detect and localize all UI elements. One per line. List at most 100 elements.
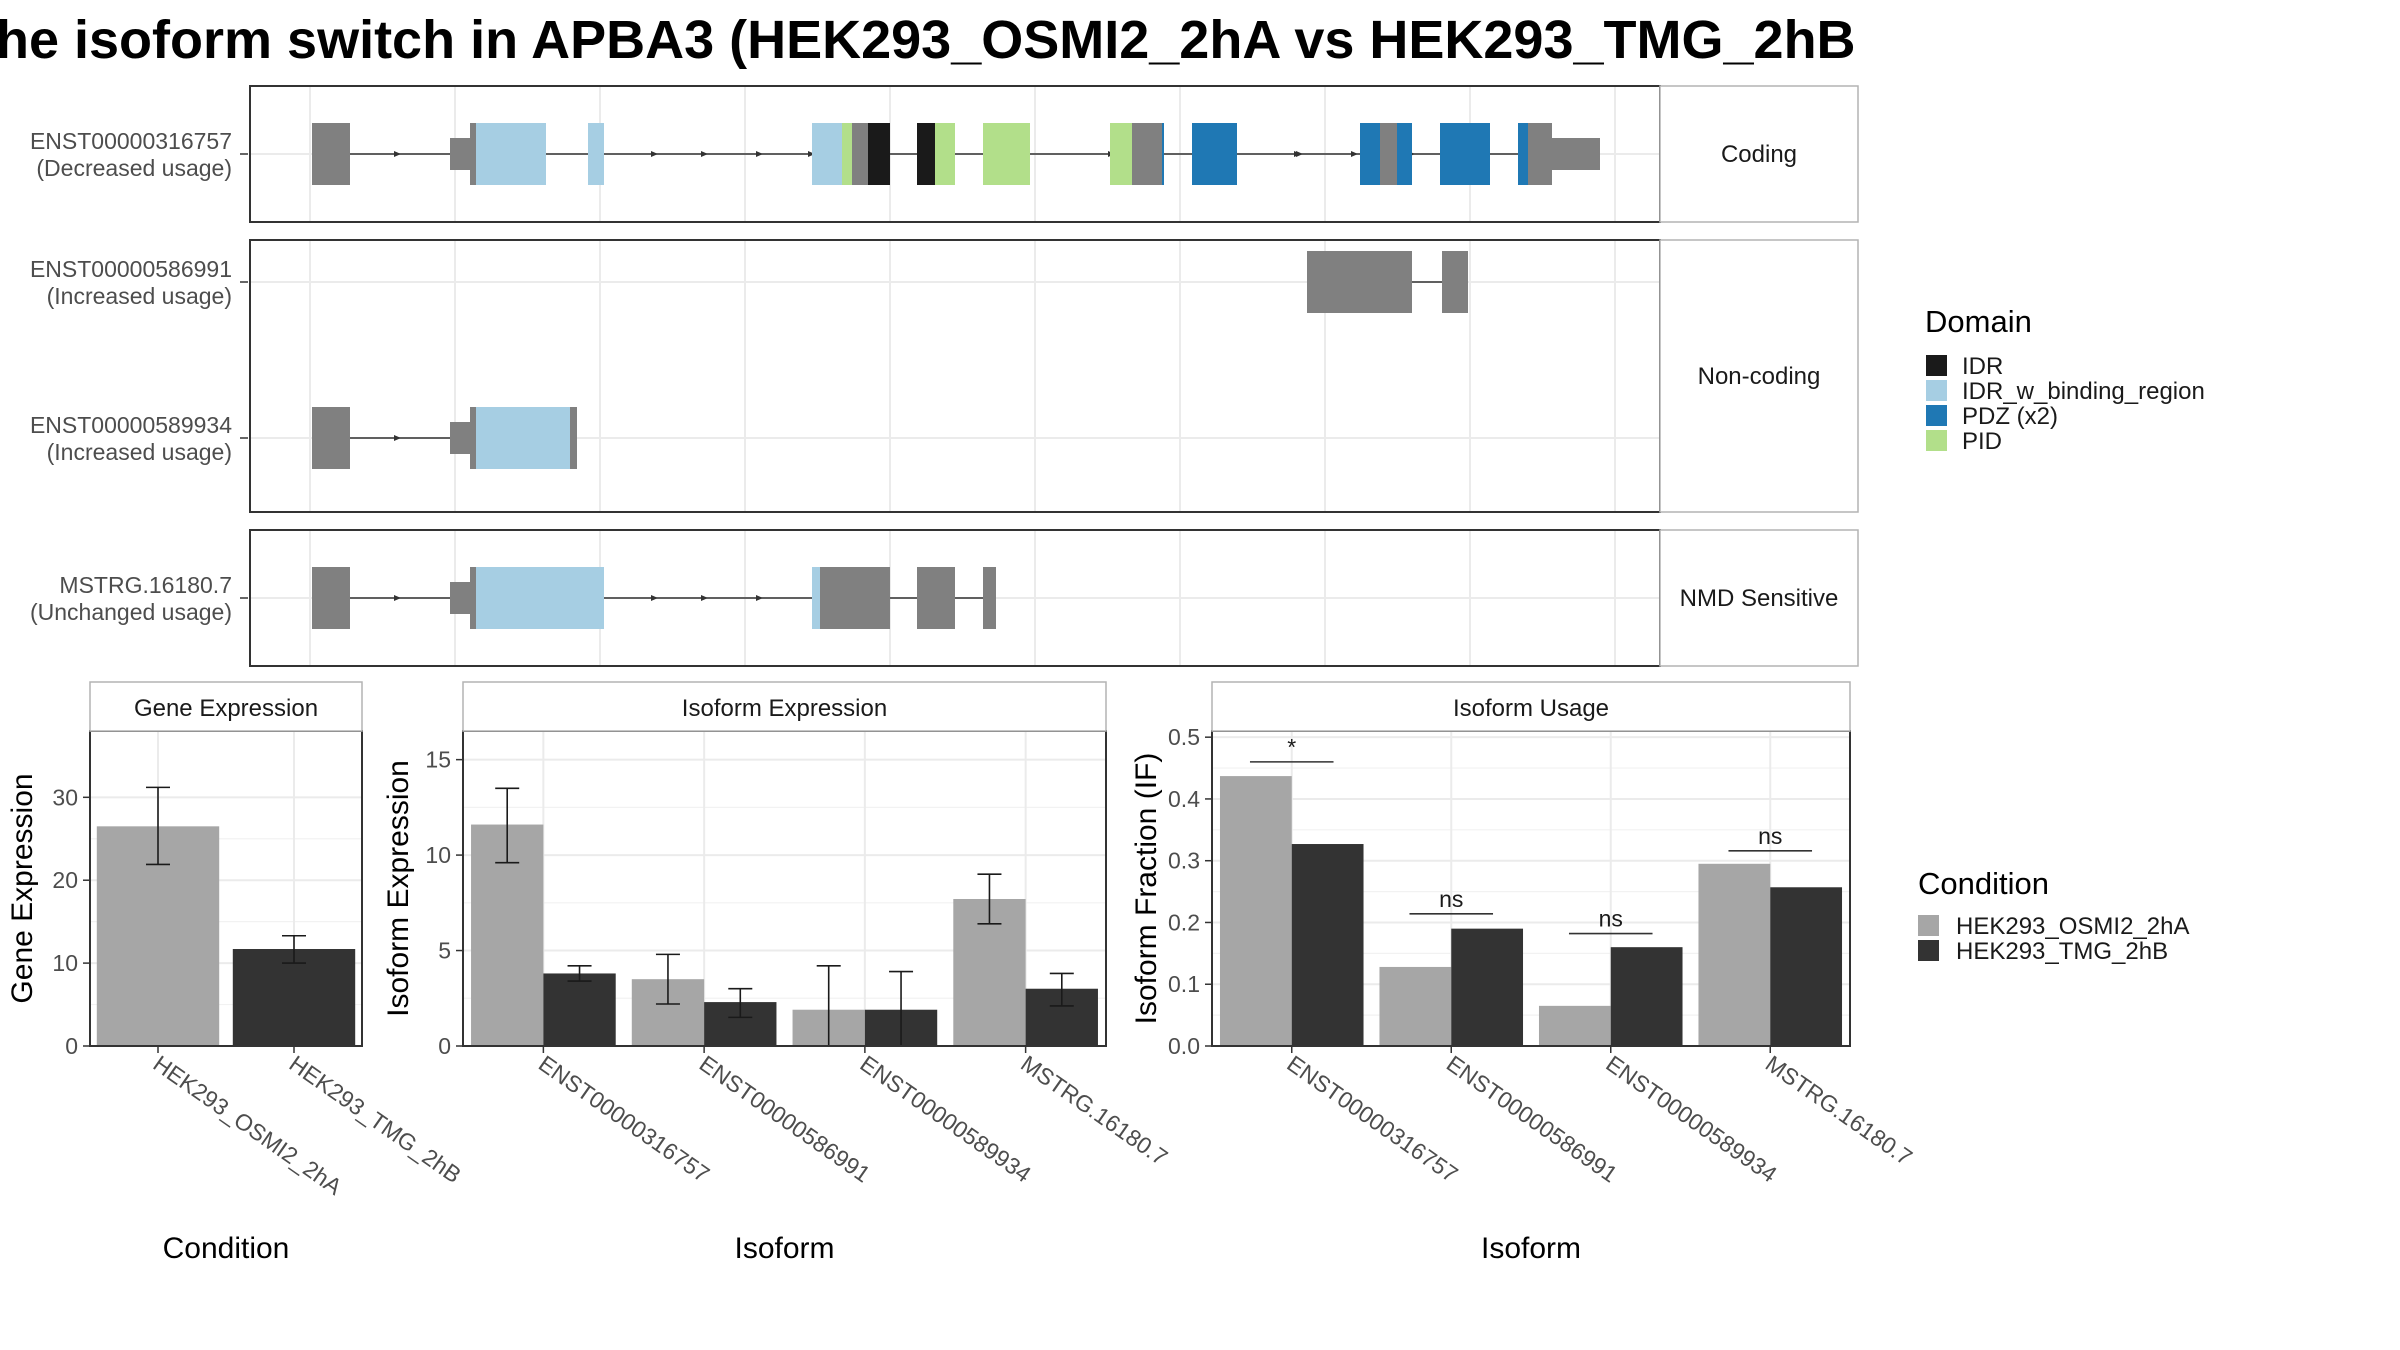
group-strip [1659, 529, 1859, 667]
significance-label: ns [1758, 823, 1782, 849]
domain-block [588, 123, 604, 185]
bar [543, 973, 616, 1046]
y-tick-label: 0.4 [1168, 786, 1200, 812]
intron-arrow [1294, 151, 1301, 157]
chart-title: Gene Expression [134, 695, 318, 722]
domain-block [1360, 123, 1380, 185]
legend-label: PDZ (x2) [1962, 403, 2058, 430]
exon-block [470, 567, 476, 629]
intron-arrow [394, 595, 401, 601]
transcript-usage-label: (Unchanged usage) [30, 599, 232, 625]
exon-block [983, 567, 996, 629]
x-tick-label: ENST00000316757 [1282, 1050, 1462, 1187]
track-panel: ENST00000586991 (Increased usage)ENST0000… [30, 239, 1859, 513]
bar [1291, 844, 1364, 1046]
transcript-tracks: ENST00000316757(Decreased usage) CodingEN… [30, 85, 1859, 667]
bar [1379, 966, 1452, 1046]
bar-chart: 0 5 10 15 ENST00000316757ENST00000586991ENST… [382, 681, 1172, 1265]
exon-block [312, 407, 350, 469]
bar-charts: 0102030HEK293_OSMI2_2hAHEK293_TMG_2hBGen… [6, 681, 1917, 1265]
y-tick-label: 0.0 [1168, 1033, 1200, 1059]
y-tick-label: 20 [52, 867, 78, 893]
intron-arrow [651, 151, 658, 157]
domain-block [476, 407, 570, 469]
domain-block [1192, 123, 1237, 185]
intron-arrow [756, 595, 763, 601]
bar [1219, 776, 1292, 1046]
intron-arrow [701, 595, 708, 601]
group-strip-label: Non-coding [1698, 363, 1821, 390]
domain-block [1110, 123, 1132, 185]
y-tick-label: 15 [425, 747, 451, 773]
transcript-usage-label: (Decreased usage) [36, 155, 232, 181]
y-tick-label: 10 [425, 842, 451, 868]
group-strip [1659, 85, 1859, 223]
transcript-usage-label: (Increased usage) [47, 439, 232, 465]
chart-strip [1211, 681, 1851, 732]
domain-block [476, 567, 604, 629]
x-tick-label: ENST00000586991 [1442, 1050, 1622, 1187]
bar [1451, 928, 1524, 1046]
x-axis-title: Condition [163, 1232, 290, 1265]
legend-swatch [1918, 940, 1939, 961]
exon-block [917, 567, 955, 629]
x-tick-label: MSTRG.16180.7 [1761, 1050, 1917, 1170]
legend-swatch [1926, 380, 1947, 401]
group-strip-label: NMD Sensitive [1680, 585, 1839, 612]
significance-label: ns [1439, 886, 1463, 912]
legend-label: IDR_w_binding_region [1962, 378, 2205, 405]
exon-block [470, 407, 476, 469]
track-panel: MSTRG.16180.7(Unchanged usage) NMD Sensit… [30, 529, 1859, 667]
bar [1770, 887, 1843, 1046]
exon-block [312, 567, 350, 629]
y-tick-label: 0 [65, 1033, 78, 1059]
transcript-id-label: ENST00000586991 [30, 256, 232, 282]
domain-block [917, 123, 935, 185]
exon-block [1380, 123, 1397, 185]
exon-block [1552, 138, 1600, 170]
exon-block [1442, 251, 1468, 313]
y-tick-label: 0.3 [1168, 848, 1200, 874]
transcript-id-label: ENST00000589934 [30, 412, 232, 438]
domain-block [935, 123, 955, 185]
domain-block [983, 123, 1030, 185]
significance-label: * [1287, 734, 1296, 760]
legend-swatch [1926, 430, 1947, 451]
group-strip [1659, 239, 1859, 513]
bar [1610, 947, 1683, 1046]
exon-block [1307, 251, 1412, 313]
significance-label: ns [1599, 906, 1623, 932]
intron-arrow [1351, 151, 1358, 157]
domain-block [812, 123, 842, 185]
chart-title: Isoform Expression [682, 695, 887, 722]
exon-block [1132, 123, 1162, 185]
exon-block [852, 123, 868, 185]
intron-arrow [756, 151, 763, 157]
intron-arrow [394, 435, 401, 441]
x-axis-title: Isoform [1481, 1232, 1581, 1265]
y-tick-label: 30 [52, 784, 78, 810]
figure-title: he isoform switch in APBA3 (HEK293_OSMI2… [0, 10, 1856, 70]
domain-block [868, 123, 890, 185]
intron-arrow [394, 151, 401, 157]
domain-block [1440, 123, 1490, 185]
intron-arrow [701, 151, 708, 157]
x-tick-label: ENST00000586991 [695, 1050, 875, 1187]
exon-block [828, 567, 890, 629]
chart-title: Isoform Usage [1453, 695, 1609, 722]
condition-legend-title: Condition [1918, 866, 2049, 901]
domain-block [1162, 123, 1164, 185]
legend-swatch [1926, 355, 1947, 376]
exon-block [470, 123, 476, 185]
domain-block [812, 567, 820, 629]
bar-chart: 0.0 0.1 0.2 0.3 0.4 0.5 * ENST00000316757 ns ENST… [1130, 681, 1917, 1265]
x-tick-label: ENST00000316757 [534, 1050, 714, 1187]
y-axis-title: Gene Expression [6, 773, 39, 1003]
domain-legend-title: Domain [1925, 304, 2032, 339]
y-tick-label: 0.2 [1168, 909, 1200, 935]
exon-block [450, 422, 470, 454]
intron-arrow [651, 595, 658, 601]
